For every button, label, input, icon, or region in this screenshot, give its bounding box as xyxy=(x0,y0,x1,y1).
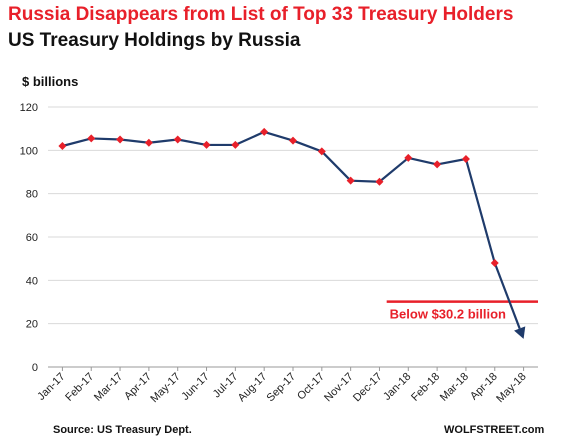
x-tick-label: Aug-17 xyxy=(236,371,270,405)
data-point xyxy=(289,136,297,145)
data-point xyxy=(231,140,240,149)
data-point xyxy=(317,147,326,156)
gridlines xyxy=(48,106,538,368)
x-tick-label: Mar-17 xyxy=(92,371,125,404)
data-point xyxy=(260,127,269,136)
y-tick-label: 100 xyxy=(20,145,38,157)
y-tick-label: 20 xyxy=(26,319,38,331)
chart-subtitle: US Treasury Holdings by Russia xyxy=(8,30,301,51)
series-line xyxy=(62,130,496,264)
x-tick-label: Oct-17 xyxy=(295,371,327,403)
x-tick-label: May-18 xyxy=(494,371,528,405)
series-arrowhead xyxy=(514,326,526,339)
data-point xyxy=(461,155,470,163)
y-tick-label: 80 xyxy=(26,189,38,201)
x-tick-label: May-17 xyxy=(148,371,182,405)
data-point xyxy=(346,176,355,185)
threshold-annotation: Below $30.2 billion xyxy=(386,300,538,322)
threshold-label: Below $30.2 billion xyxy=(390,307,506,322)
data-point xyxy=(87,134,96,143)
y-tick-label: 60 xyxy=(26,232,38,244)
x-tick-label: Mar-18 xyxy=(438,371,471,404)
y-axis-ticks: 0 20 40 60 80 100 120 xyxy=(20,102,38,374)
brand-logo-text: WOLFSTREET.com xyxy=(444,424,545,436)
data-point xyxy=(433,160,442,169)
data-point xyxy=(490,259,499,267)
x-tick-label: Jan-18 xyxy=(381,371,413,403)
y-tick-label: 40 xyxy=(26,275,38,287)
x-tick-label: Feb-18 xyxy=(409,371,442,404)
data-point xyxy=(404,153,413,162)
series-arrow-shaft xyxy=(493,262,521,329)
y-axis-label: $ billions xyxy=(22,74,79,89)
data-point xyxy=(375,177,384,186)
data-point xyxy=(173,135,182,144)
series-holdings xyxy=(58,127,526,339)
x-tick-label: Feb-17 xyxy=(63,371,96,404)
data-point xyxy=(202,140,211,149)
x-tick-label: Dec-17 xyxy=(351,371,385,405)
data-point xyxy=(58,142,67,150)
y-tick-label: 0 xyxy=(32,362,38,374)
source-note: Source: US Treasury Dept. xyxy=(53,424,192,436)
x-tick-label: Nov-17 xyxy=(322,371,356,405)
chart-title: Russia Disappears from List of Top 33 Tr… xyxy=(8,4,514,25)
data-point xyxy=(116,135,125,144)
x-tick-label: Sep-17 xyxy=(265,371,299,405)
data-point xyxy=(144,138,153,147)
y-tick-label: 120 xyxy=(20,102,38,114)
x-tick-label: Jan-17 xyxy=(35,371,67,403)
x-tick-label: Jun-17 xyxy=(179,371,211,403)
